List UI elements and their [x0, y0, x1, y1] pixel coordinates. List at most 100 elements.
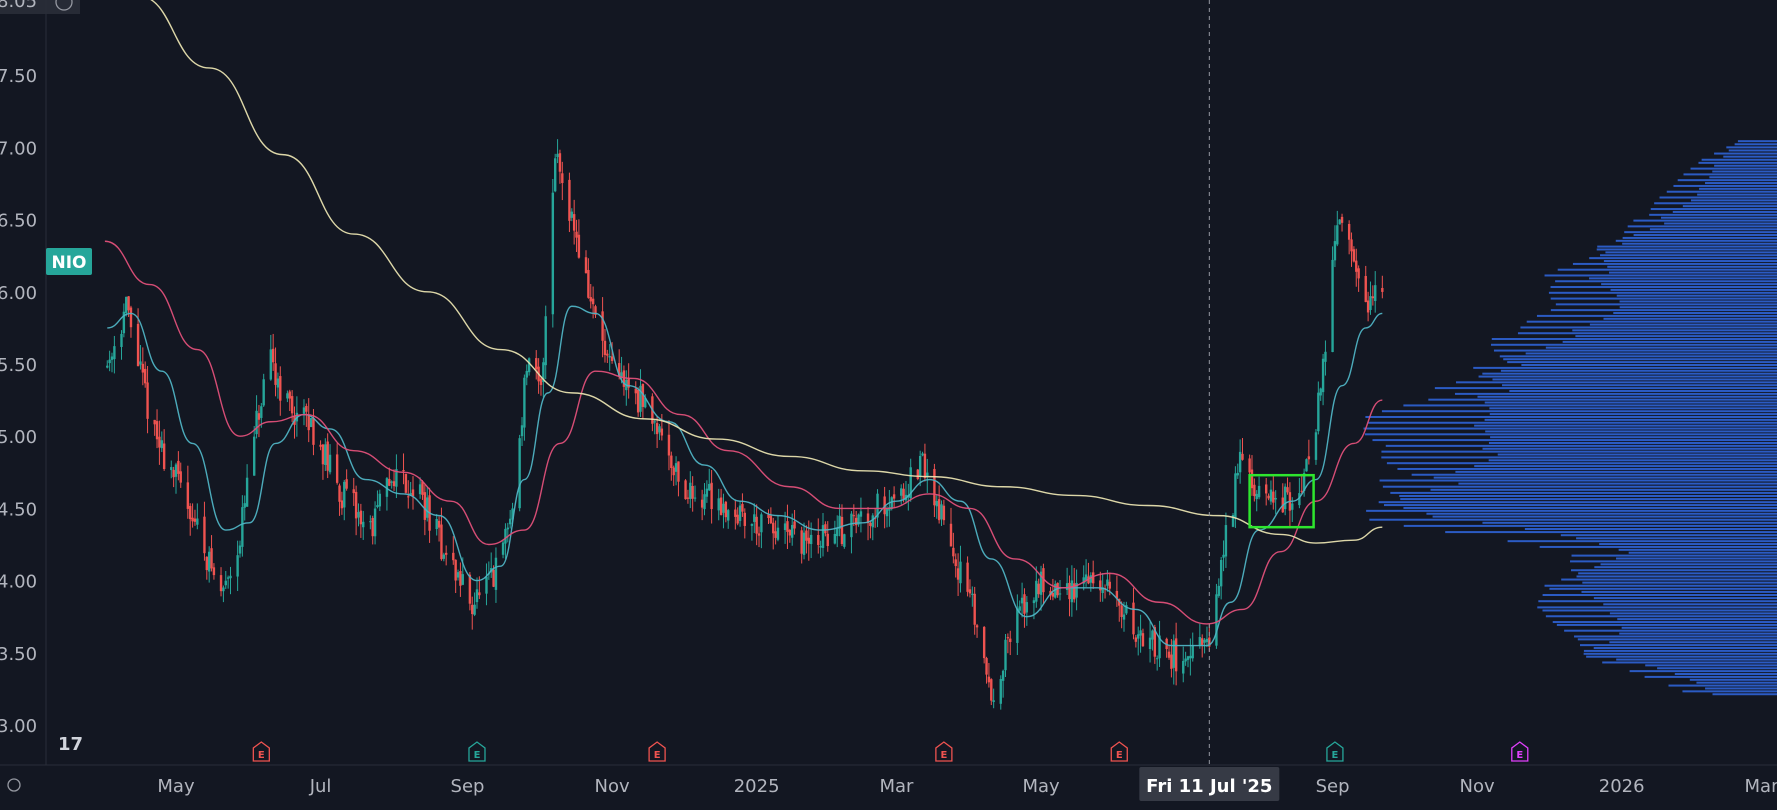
volume-profile-bar: [1699, 187, 1777, 190]
volume-profile-bar: [1520, 326, 1777, 329]
candle-body: [859, 511, 863, 517]
candle-body: [672, 467, 675, 476]
x-tick-label: Nov: [1460, 776, 1495, 797]
candle-body: [705, 488, 709, 497]
candle-body: [158, 436, 161, 448]
time-axis[interactable]: May Jul Sep Nov 2025 Mar May Sep Nov 2026 Mar Fri 1…: [7, 767, 1777, 801]
candle-body: [1236, 472, 1239, 476]
candle-body: [357, 512, 360, 518]
volume-profile-bar: [1593, 647, 1777, 650]
volume-profile-bar: [1659, 196, 1777, 199]
candle-body: [854, 517, 858, 526]
candle-body: [207, 551, 211, 572]
candle-body: [807, 537, 810, 544]
volume-profile-bar: [1502, 384, 1777, 387]
candle-body: [1158, 635, 1161, 659]
volume-profile-bar: [1644, 675, 1777, 678]
volume-profile-bar: [1550, 286, 1777, 289]
candle-body: [106, 365, 109, 368]
earnings-marker-label: E: [1116, 750, 1123, 761]
candle-body: [191, 517, 194, 522]
volume-profile-bar: [1484, 418, 1777, 421]
candle-body: [1006, 637, 1010, 639]
volume-profile-bar: [1490, 343, 1777, 346]
candle-body: [1307, 456, 1311, 460]
candle-body: [1257, 485, 1261, 498]
y-tick-label-top: 8.05: [0, 0, 37, 12]
volume-profile-bar: [1728, 149, 1777, 152]
candle-body: [1364, 275, 1367, 302]
candle-body: [838, 515, 841, 529]
y-tick-label: 3.00: [0, 716, 37, 737]
candle-body: [1091, 572, 1095, 584]
candle-body: [1106, 579, 1109, 586]
volume-profile-bar: [1714, 152, 1777, 155]
volume-profile-bar: [1633, 234, 1777, 237]
candle-body: [1004, 639, 1007, 671]
candle-body: [890, 497, 893, 509]
ma-mid-line: [104, 240, 1383, 625]
candle-body: [558, 153, 562, 172]
candle-body: [319, 444, 322, 447]
volume-profile-bar: [1594, 566, 1777, 569]
price-axis[interactable]: 3.00 3.50 4.00 4.50 5.00 5.50 6.00 6.50 7.00 7.50…: [0, 0, 80, 737]
candle-body: [444, 552, 448, 555]
candle-body: [1241, 453, 1244, 460]
candle-body: [423, 492, 427, 520]
volume-profile-bar: [1605, 251, 1777, 254]
volume-profile-bar: [1517, 332, 1777, 335]
volume-profile-bar: [1593, 597, 1777, 600]
volume-profile-bar: [1609, 271, 1777, 274]
volume-profile-bar: [1524, 527, 1777, 530]
candle-body: [1009, 638, 1012, 643]
candle-body: [170, 467, 173, 471]
volume-profile-bar: [1654, 202, 1777, 205]
candle-body: [1025, 602, 1029, 613]
y-tick-label: 6.00: [0, 283, 37, 304]
candle-body: [741, 503, 744, 512]
candle-body: [324, 444, 327, 465]
candle-body: [1089, 575, 1093, 583]
candle-body: [703, 494, 706, 510]
candle-body: [1203, 639, 1206, 643]
candle-body: [511, 508, 514, 520]
candle-body: [179, 471, 182, 483]
candle-body: [501, 542, 505, 555]
volume-profile-bar: [1600, 254, 1777, 257]
volume-profile-bar: [1574, 635, 1777, 638]
candle-body: [786, 521, 789, 532]
volume-profile-bar: [1537, 606, 1777, 609]
volume-profile-bar: [1399, 494, 1777, 497]
candle-body: [636, 389, 640, 413]
volume-profile-bar: [1381, 450, 1777, 453]
candle-body: [1065, 583, 1069, 590]
candle-body: [1355, 260, 1358, 272]
candle-body: [290, 396, 294, 414]
candle-body: [279, 376, 282, 401]
volume-profile-bar: [1557, 268, 1777, 271]
candle-body: [570, 211, 573, 218]
candle-body: [1125, 605, 1128, 614]
volume-profile-bar: [1368, 421, 1777, 424]
candle-body: [793, 521, 796, 529]
earnings-marker-icon: [935, 741, 953, 762]
volume-profile-bar: [1397, 467, 1777, 470]
candle-body: [622, 370, 626, 387]
candle-body: [1141, 633, 1145, 647]
candle-body: [627, 378, 630, 388]
volume-profile-bar: [1666, 190, 1777, 193]
candle-body: [935, 500, 938, 507]
candle-body: [850, 513, 853, 538]
candle-body: [340, 500, 344, 509]
candle-body: [587, 269, 590, 298]
volume-profile-bar: [1507, 361, 1777, 364]
candle-body: [1101, 587, 1104, 594]
volume-profile-bar: [1668, 684, 1777, 687]
candle-body: [776, 527, 780, 540]
candle-body: [508, 518, 512, 525]
candle-body: [473, 604, 476, 615]
candle-body: [617, 363, 621, 377]
volume-profile-bar: [1552, 621, 1777, 624]
candle-body: [1366, 300, 1370, 313]
